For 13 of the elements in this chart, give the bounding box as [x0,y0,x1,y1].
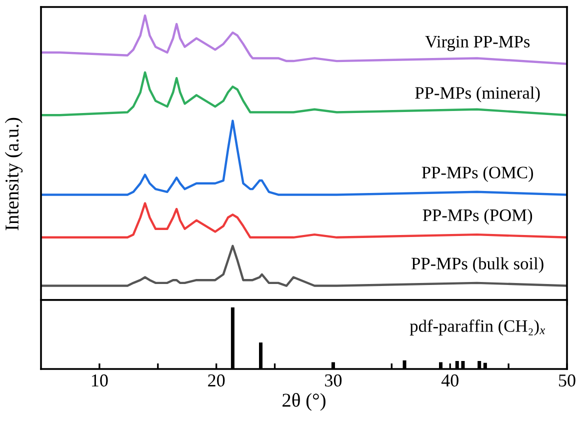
series-label: PP-MPs (OMC) [422,166,534,182]
series-label: PP-MPs (mineral) [415,86,540,102]
x-tick-label: 30 [325,374,342,387]
series-label: PP-MPs (bulk soil) [412,257,544,273]
x-tick-label: 20 [208,374,225,387]
series-label: Virgin PP-MPs [425,36,530,52]
x-axis-title: 2θ (°) [282,393,326,411]
y-axis-title: Intensity (a.u.) [4,118,23,230]
series-label: pdf-paraffin (CH₂)$_{x}$ [410,320,545,336]
x-tick-label: 10 [92,374,108,387]
x-tick-label: 50 [559,374,576,387]
x-tick-label: 40 [441,374,458,387]
series-label: PP-MPs (POM) [422,208,532,225]
